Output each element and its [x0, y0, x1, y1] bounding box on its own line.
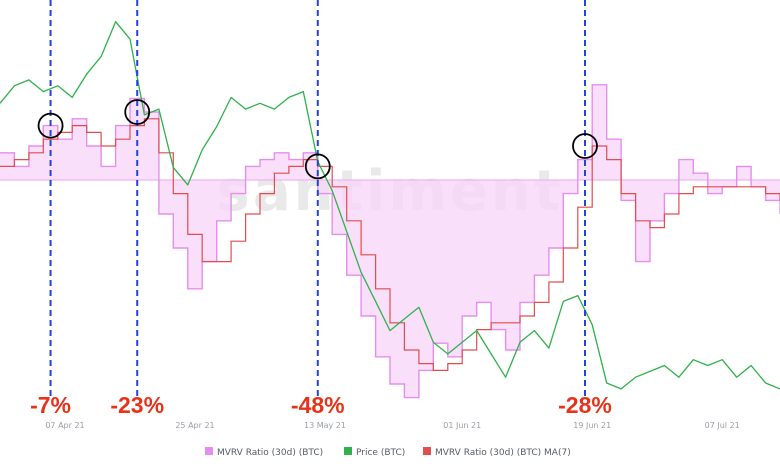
- x-tick-label-3: 13 May 21: [304, 421, 346, 430]
- series-lines-group: [0, 21, 780, 399]
- annotation-label-1: -7%: [30, 392, 71, 418]
- x-tick-label-2: 25 Apr 21: [175, 421, 214, 430]
- x-tick-label-5: 19 Jun 21: [573, 421, 611, 430]
- mvrv-area-group: [0, 84, 780, 398]
- x-tick-label-4: 01 Jun 21: [443, 421, 481, 430]
- mvrv-ma-series-line: [0, 118, 780, 371]
- annotation-label-3: -48%: [291, 392, 345, 418]
- legend-price-label: Price (BTC): [356, 448, 405, 458]
- x-axis-ticks: 07 Apr 21 25 Apr 21 13 May 21 01 Jun 21 19 J…: [45, 421, 739, 430]
- legend-mvrv-swatch: [205, 447, 213, 455]
- legend: MVRV Ratio (30d) (BTC) Price (BTC) MVRV Ra…: [205, 447, 571, 458]
- annotation-circle-4: [572, 133, 598, 159]
- legend-mvrv-label: MVRV Ratio (30d) (BTC): [217, 448, 323, 458]
- mvrv-area-fill: [0, 84, 780, 398]
- x-tick-label-1: 07 Apr 21: [45, 421, 84, 430]
- annotation-circle-2: [124, 99, 151, 125]
- annotation-label-2: -23%: [110, 392, 164, 418]
- price-series-line: [0, 21, 780, 390]
- x-tick-label-6: 07 Jul 21: [705, 421, 740, 430]
- annotation-circle-1: [37, 112, 64, 139]
- annotation-circle-3: [304, 153, 331, 180]
- annotation-label-4: -28%: [558, 392, 612, 418]
- legend-mvrv-ma-swatch: [423, 447, 431, 455]
- legend-price-swatch: [344, 447, 352, 455]
- annotations-group: -7% -23% -48% -28%: [30, 0, 612, 418]
- legend-mvrv-ma-label: MVRV Ratio (30d) (BTC) MA(7): [435, 448, 571, 458]
